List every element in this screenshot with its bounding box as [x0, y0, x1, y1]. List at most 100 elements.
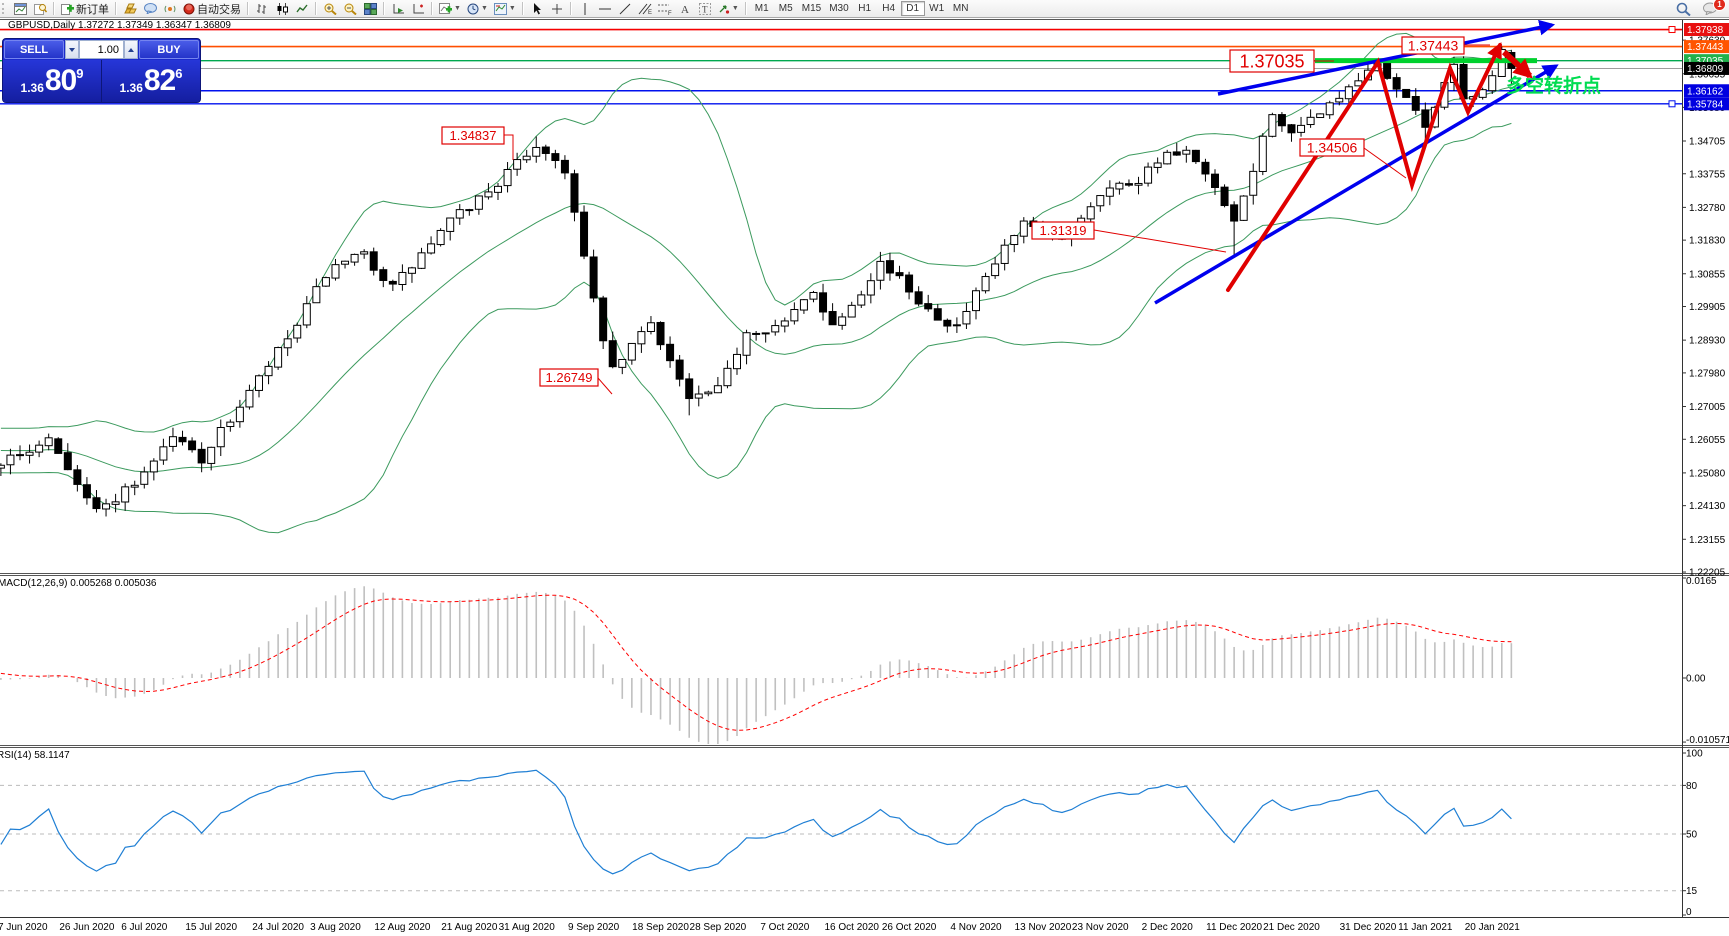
trend-arrow-upper[interactable] [1217, 19, 1556, 96]
zoom-out-button[interactable] [340, 1, 360, 16]
volume-decrease-button[interactable] [65, 40, 79, 59]
community-button[interactable] [140, 1, 160, 16]
callout-box[interactable] [1401, 36, 1465, 55]
candle-body [1000, 244, 1009, 264]
timeframe-D1[interactable]: D1 [900, 1, 925, 16]
candle-body [1134, 182, 1143, 186]
macd-histogram-bar [181, 675, 184, 678]
buy-button[interactable]: BUY [139, 40, 199, 59]
templates-button[interactable]: ▼ [491, 1, 519, 16]
trade-panel-controls: SELL BUY [3, 39, 200, 60]
callout-box[interactable] [1031, 221, 1095, 240]
candlestick-mode-button[interactable] [272, 1, 292, 16]
macd-histogram-bar [1434, 642, 1436, 678]
text-tool-button[interactable]: A [675, 1, 695, 16]
macd-histogram-bar [812, 678, 815, 686]
callout-box[interactable] [1229, 49, 1315, 73]
macd-histogram-bar [1051, 641, 1054, 678]
signals-button[interactable] [160, 1, 180, 16]
timeframe-M5[interactable]: M5 [774, 1, 798, 16]
candle-body [102, 503, 111, 510]
separator [744, 2, 747, 15]
clock-icon [467, 3, 479, 14]
candle-body [704, 391, 713, 395]
svg-text:F: F [668, 11, 672, 15]
timeframe-H4[interactable]: H4 [877, 1, 901, 16]
turning-point-annotation[interactable]: 多空转折点 [1506, 74, 1601, 97]
macd-histogram-bar [133, 678, 136, 697]
callout-box[interactable] [1299, 138, 1365, 157]
timeframe-M15[interactable]: M15 [798, 1, 825, 16]
dropdown-caret: ▼ [731, 5, 739, 12]
price-zigzag-arrow[interactable] [1226, 42, 1502, 292]
fibonacci-tool-button[interactable]: F [655, 1, 675, 16]
candle-body [780, 320, 789, 327]
zoom-in-button[interactable] [320, 1, 340, 16]
date-label: 20 Jan 2021 [1465, 922, 1520, 933]
volume-increase-button[interactable] [124, 40, 138, 59]
cursor-icon [533, 2, 541, 14]
price-tick-label: 1.31830 [1689, 236, 1726, 247]
macd-histogram-bar [784, 678, 786, 705]
callout-leader [504, 134, 514, 160]
candle-body [283, 338, 292, 349]
timeframe-M1[interactable]: M1 [750, 1, 774, 16]
deposit-button[interactable] [120, 1, 140, 16]
macd-histogram-bar [583, 625, 585, 678]
tile-windows-button[interactable] [360, 1, 380, 16]
text-label-tool-button[interactable]: T [695, 1, 715, 16]
macd-histogram-bar [1042, 641, 1044, 678]
notifications-button[interactable]: 1 [1700, 0, 1726, 16]
new-order-button[interactable]: 新订单 [58, 1, 112, 16]
channel-tool-button[interactable]: E [635, 1, 655, 16]
sell-price[interactable]: 1.36 80 9 [3, 60, 102, 102]
auto-scroll-button[interactable] [388, 1, 408, 16]
new-chart-button[interactable] [10, 1, 30, 16]
timeframe-W1[interactable]: W1 [925, 1, 949, 16]
periods-button[interactable]: ▼ [464, 1, 491, 16]
timeframe-MN[interactable]: MN [949, 1, 973, 16]
trend-arrow-lower[interactable] [1154, 64, 1559, 305]
candle-body [1191, 149, 1200, 163]
autotrade-button[interactable]: 自动交易 [180, 1, 244, 16]
sell-button[interactable]: SELL [4, 40, 64, 59]
impulse-down-arrow[interactable] [1501, 49, 1533, 79]
profile-button[interactable] [30, 1, 50, 16]
macd-histogram-bar [850, 678, 853, 680]
fibonacci-icon: F [657, 4, 672, 15]
chart-shift-button[interactable] [408, 1, 428, 16]
vertical-line-tool-button[interactable] [575, 1, 595, 16]
bar-chart-mode-button[interactable] [252, 1, 272, 16]
chart-window-icon [13, 2, 27, 15]
timeframe-H1[interactable]: H1 [853, 1, 877, 16]
macd-histogram-bar [372, 588, 375, 678]
volume-input[interactable] [79, 40, 124, 59]
crosshair-icon [551, 3, 562, 14]
rsi-value: 58.1147 [34, 750, 70, 761]
timeframe-M30[interactable]: M30 [825, 1, 852, 16]
line-chart-mode-button[interactable] [292, 1, 312, 16]
arrows-tool-button[interactable]: ▼ [715, 1, 742, 16]
cursor-tool-button[interactable] [527, 1, 547, 16]
callout-box[interactable] [539, 368, 599, 387]
indicators-button[interactable]: ▼ [436, 1, 464, 16]
buy-price[interactable]: 1.36 82 6 [102, 60, 200, 102]
horizontal-line-tool-button[interactable] [595, 1, 615, 16]
hline-handle[interactable] [1668, 26, 1676, 34]
callout-box[interactable] [441, 126, 505, 145]
price-box-label: 1.35784 [1687, 99, 1724, 110]
hline-handle[interactable] [1668, 100, 1676, 108]
candle-body [675, 359, 684, 380]
symbol-ohlc: 1.37272 1.37349 1.36347 1.36809 [78, 20, 231, 31]
macd-histogram-bar [936, 670, 939, 678]
date-label: 13 Nov 2020 [1015, 922, 1072, 933]
price-tick-label: 1.22205 [1689, 568, 1726, 579]
search-button[interactable] [1673, 1, 1694, 16]
candle-body [503, 168, 512, 187]
crosshair-tool-button[interactable] [547, 1, 567, 16]
macd-histogram-bar [870, 670, 872, 678]
candle-body [1144, 166, 1153, 184]
trendline-tool-button[interactable] [615, 1, 635, 16]
